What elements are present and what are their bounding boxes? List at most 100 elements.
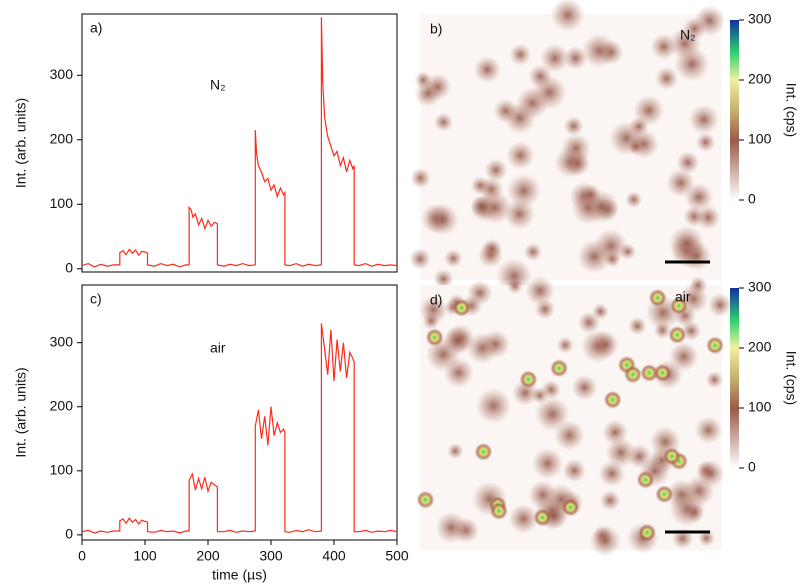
blob [564,150,591,177]
blob [528,64,553,89]
blob [414,80,442,107]
hot-spot [416,490,435,509]
colorbar-tick-label: 0 [748,191,756,207]
hot-spot [550,359,569,378]
blob [540,43,570,73]
x-tick-label: 200 [196,548,220,564]
blob [435,511,468,544]
colorbar-tick-label: 100 [748,131,772,147]
blob [508,503,539,534]
hot-spot [655,485,674,504]
blob [563,45,588,71]
trace [81,17,398,268]
hot-spot [561,498,580,517]
y-tick-label: 200 [50,130,74,146]
blob [584,189,619,224]
blob [627,138,644,155]
annotation: N₂ [680,27,696,43]
y-tick-label: 100 [50,462,74,478]
hot-spot [425,328,444,347]
hot-spot [533,508,552,527]
blob [625,191,643,209]
colorbar-label: Int. (cps) [783,83,799,137]
blob [707,292,733,318]
blob [666,168,695,198]
blob [484,158,508,182]
blob [589,525,621,557]
blob [666,479,697,510]
colorbar-tick-label: 200 [748,339,772,355]
panel-label: d) [430,292,442,308]
blob [676,151,700,175]
blob [433,112,454,132]
hot-spot [653,363,672,382]
blob [581,33,617,68]
blob [447,442,464,460]
blob [697,529,716,547]
blob [562,458,587,483]
x-tick-label: 0 [78,548,86,564]
colorbar-tick-label: 200 [748,71,772,87]
blob [654,66,679,91]
blob [688,104,719,135]
blob [481,238,503,259]
colorbar [730,288,739,468]
y-tick-label: 0 [65,259,73,275]
blob [531,447,564,480]
plot-frame [81,284,398,541]
blob [506,173,542,208]
x-tick-label: 400 [322,548,346,564]
colorbar-tick-label: 300 [748,279,772,295]
hot-spot [519,370,538,389]
blob [426,203,459,236]
colorbar-label: Int. (cps) [783,351,799,405]
panel-label: c) [90,291,102,307]
blob [433,268,454,290]
x-tick-label: 100 [133,548,157,564]
hot-spot [636,470,655,489]
y-axis-label: Int. (arb. units) [13,98,29,188]
blob [696,459,725,488]
hot-spot [474,442,493,461]
panel-label: b) [430,21,442,37]
y-tick-label: 200 [50,397,74,413]
hot-spot [452,298,471,317]
blob [627,444,652,469]
blob [694,416,723,445]
colorbar-tick-label: 300 [748,11,772,27]
blob [523,242,543,262]
blob [503,102,536,135]
x-tick-label: 300 [259,548,283,564]
blob [534,396,570,432]
hot-spot [706,336,725,355]
blob [598,460,626,487]
annotation: N₂ [210,77,226,93]
hot-spot [640,363,659,382]
blob [506,278,524,295]
blob [693,5,726,37]
hot-spot [648,288,667,307]
colorbar-tick-label: 100 [748,399,772,415]
hot-spot [489,501,508,520]
trace [81,323,398,534]
hot-spot [662,447,681,466]
annotation: air [675,289,691,305]
blob [410,167,431,189]
y-tick-label: 300 [50,66,74,82]
blob [563,116,584,137]
blob [593,228,629,264]
blob [444,249,463,268]
blob [577,311,601,334]
hot-spot [669,296,688,315]
blob [695,132,716,153]
blob [550,0,585,32]
blob [628,316,647,336]
panel-label: a) [90,20,102,36]
blob [506,141,535,170]
blob [419,295,448,325]
blob [571,374,598,401]
y-axis-label: Int. (arb. units) [13,367,29,457]
blob [475,387,512,424]
x-axis-label: time (µs) [212,567,267,583]
